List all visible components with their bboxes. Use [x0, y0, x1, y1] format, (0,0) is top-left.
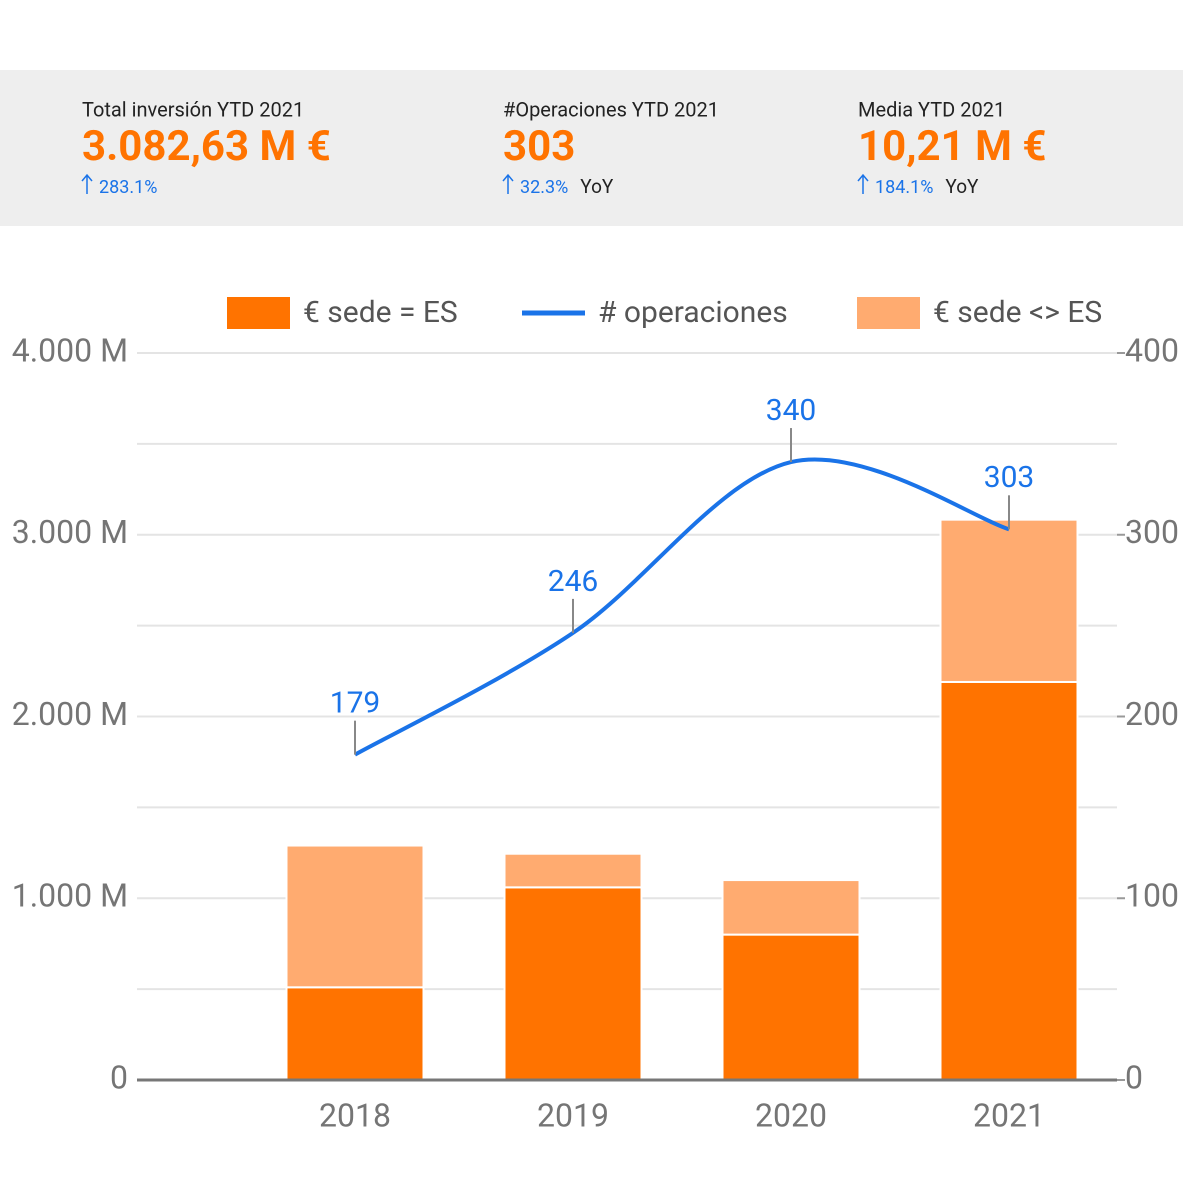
- y2-tick-label: 300: [1125, 513, 1179, 551]
- kpi-label: Media YTD 2021: [858, 97, 1005, 121]
- data-label: 303: [984, 460, 1035, 495]
- bar-segment: [721, 933, 861, 1081]
- bar-segment: [939, 518, 1079, 683]
- chart: 0 1.000 M 2.000 M 3.000 M 4.000 M 0 100 200 300 4…: [12, 295, 1179, 1135]
- bar-segment: [285, 986, 425, 1081]
- y-tick-label: 1.000 M: [12, 877, 128, 915]
- kpi-value: 10,21 M €: [858, 122, 1046, 171]
- x-tick-label: 2018: [319, 1096, 391, 1134]
- legend-label: € sede <> ES: [933, 295, 1102, 330]
- kpi-change: 32.3%: [520, 177, 568, 198]
- line-series: [354, 457, 1010, 757]
- data-label: 340: [766, 393, 817, 428]
- legend-label: € sede = ES: [303, 295, 458, 330]
- bar-segment: [503, 886, 643, 1081]
- bar-segment: [503, 852, 643, 889]
- arrow-up-icon: [81, 173, 93, 194]
- data-label: 179: [330, 686, 381, 721]
- y-tick-label: 3.000 M: [12, 513, 128, 551]
- x-tick-label: 2019: [537, 1096, 609, 1134]
- kpi-panel: [0, 70, 1183, 226]
- arrow-up-icon: [502, 173, 514, 194]
- kpi-value: 3.082,63 M €: [82, 122, 331, 171]
- y2-tick-label: 0: [1125, 1058, 1143, 1096]
- legend-swatch: [227, 297, 290, 329]
- x-tick-label: 2020: [755, 1096, 827, 1134]
- data-label: 246: [548, 564, 599, 599]
- y-tick-label: 0: [110, 1058, 128, 1096]
- kpi-value: 303: [503, 122, 575, 171]
- x-tick-label: 2021: [973, 1096, 1045, 1134]
- legend-swatch: [857, 297, 920, 329]
- kpi-label: Total inversión YTD 2021: [82, 97, 304, 121]
- y2-tick-label: 100: [1125, 877, 1179, 915]
- kpi-label: #Operaciones YTD 2021: [503, 97, 719, 121]
- y2-tick-label: 200: [1125, 695, 1179, 733]
- kpi-period: YoY: [945, 175, 979, 198]
- y-tick-label: 4.000 M: [12, 331, 128, 369]
- arrow-up-icon: [857, 173, 869, 194]
- bar-segment: [285, 844, 425, 989]
- legend-label: # operaciones: [598, 295, 788, 330]
- bar-segment: [939, 680, 1079, 1082]
- y2-tick-label: 400: [1125, 331, 1179, 369]
- kpi-change: 283.1%: [99, 177, 157, 198]
- bar-segment: [721, 879, 861, 936]
- kpi-period: YoY: [580, 175, 614, 198]
- kpi-change: 184.1%: [875, 177, 933, 198]
- y-tick-label: 2.000 M: [12, 695, 128, 733]
